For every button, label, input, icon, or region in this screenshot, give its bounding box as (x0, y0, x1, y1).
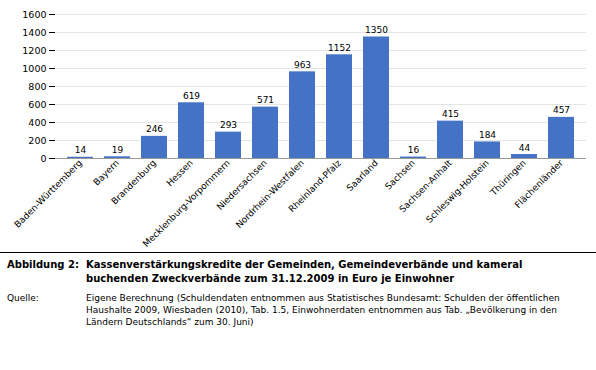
svg-text:16: 16 (408, 145, 420, 155)
html-text:Kassenverstärkungskredite der: Kassenverstärkungskredite der Gemeinden,… (86, 259, 523, 284)
svg-text:Schleswig-Holstein: Schleswig-Holstein (424, 158, 491, 225)
svg-text:Sachsen-Anhalt: Sachsen-Anhalt (397, 157, 454, 215)
svg-text:246: 246 (146, 124, 163, 134)
svg-text:44: 44 (519, 143, 531, 153)
svg-text:963: 963 (294, 60, 311, 70)
svg-text:Thüringen: Thüringen (488, 158, 528, 198)
svg-text:800: 800 (28, 81, 46, 92)
svg-text:184: 184 (479, 130, 496, 140)
svg-text:0: 0 (40, 153, 46, 164)
svg-text:Bayern: Bayern (91, 158, 121, 188)
svg-text:Mecklenburg-Vorpommern: Mecklenburg-Vorpommern (140, 157, 232, 249)
svg-text:14: 14 (75, 145, 87, 155)
svg-text:200: 200 (28, 135, 46, 146)
svg-text:Hessen: Hessen (165, 158, 195, 188)
svg-text:Sachsen: Sachsen (383, 158, 417, 192)
svg-text:Saarland: Saarland (345, 158, 380, 193)
svg-text:1400: 1400 (22, 27, 46, 38)
svg-text:1200: 1200 (22, 45, 46, 56)
svg-text:Brandenburg: Brandenburg (109, 158, 158, 207)
html-text:Abbildung 2:: Abbildung 2: (7, 259, 79, 270)
svg-text:Niedersachsen: Niedersachsen (214, 157, 269, 212)
svg-text:Baden-Württemberg: Baden-Württemberg (12, 158, 84, 230)
svg-text:571: 571 (257, 95, 274, 105)
svg-text:Rheinland-Pfalz: Rheinland-Pfalz (287, 158, 344, 215)
svg-text:1350: 1350 (365, 25, 388, 35)
svg-text:19: 19 (112, 145, 124, 155)
svg-text:600: 600 (28, 99, 46, 110)
svg-text:619: 619 (183, 91, 200, 101)
html-text:Quelle:: Quelle: (7, 293, 39, 303)
html-text:Eigene Berechnung (Schuldendat: Eigene Berechnung (Schuldendaten entnomm… (86, 293, 560, 328)
svg-text:Flächenländer: Flächenländer (513, 158, 565, 210)
svg-text:Nordrhein-Westfalen: Nordrhein-Westfalen (234, 158, 306, 230)
svg-text:457: 457 (553, 105, 570, 115)
svg-text:400: 400 (28, 117, 46, 128)
svg-text:293: 293 (220, 120, 237, 130)
svg-text:1000: 1000 (22, 63, 46, 74)
svg-text:1152: 1152 (328, 43, 351, 53)
svg-text:415: 415 (442, 109, 459, 119)
svg-text:1600: 1600 (22, 9, 46, 20)
